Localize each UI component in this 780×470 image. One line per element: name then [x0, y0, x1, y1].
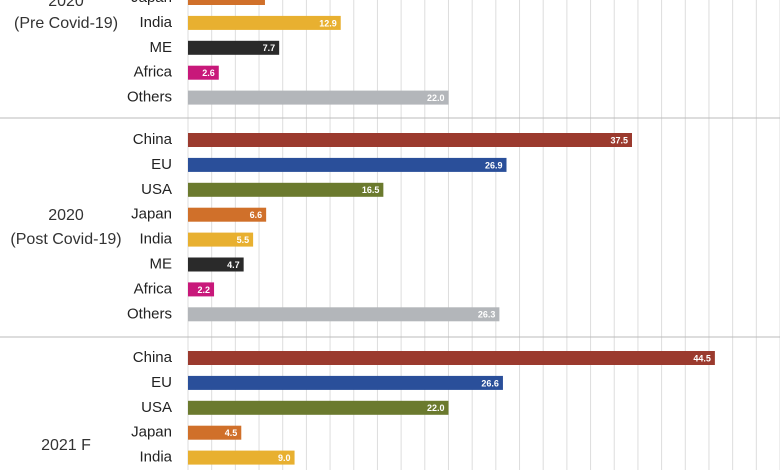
value-label: 4.5 [225, 428, 238, 438]
value-label: 26.6 [481, 378, 499, 388]
category-label: USA [141, 181, 172, 198]
value-label: 26.9 [485, 160, 503, 170]
category-label: ME [150, 39, 173, 56]
value-label: 12.9 [319, 18, 337, 28]
bar [188, 375, 503, 390]
value-label: 44.5 [693, 353, 711, 363]
bar [188, 282, 215, 297]
bar [188, 40, 280, 55]
group-label: 2020 [48, 0, 84, 10]
bar [188, 232, 254, 247]
category-label: Japan [131, 0, 172, 6]
bar [188, 450, 295, 465]
value-label: 4.7 [227, 260, 240, 270]
bar [188, 400, 449, 415]
category-label: Japan [131, 206, 172, 223]
category-label: Others [127, 89, 172, 106]
category-label: Others [127, 305, 172, 322]
plot: 2020 (Pre Covid-19) Japan India 12.9 ME 7.7 Afr… [10, 0, 715, 466]
group-label: 2020 [48, 207, 84, 224]
grid [187, 0, 780, 470]
value-label: 16.5 [362, 185, 380, 195]
value-label: 7.7 [263, 43, 276, 53]
bar [188, 207, 267, 222]
bar [188, 0, 265, 5]
category-label: Africa [134, 280, 173, 297]
value-label: 37.5 [610, 135, 628, 145]
value-label: 5.5 [237, 235, 250, 245]
value-label: 6.6 [250, 210, 263, 220]
bar [188, 257, 244, 272]
category-label: India [139, 14, 172, 31]
value-label: 2.2 [198, 285, 211, 295]
value-label: 2.6 [202, 68, 215, 78]
category-label: Japan [131, 424, 172, 441]
bar [188, 15, 341, 30]
category-label: China [133, 349, 173, 366]
category-label: EU [151, 374, 172, 391]
bar [188, 65, 219, 80]
group-label: 2021 F [41, 437, 91, 454]
value-label: 9.0 [278, 453, 291, 463]
bar [188, 157, 507, 172]
category-label: Africa [134, 64, 173, 81]
group-label: (Pre Covid-19) [14, 15, 118, 32]
bar [188, 351, 715, 365]
value-label: 22.0 [427, 93, 445, 103]
category-label: China [133, 131, 173, 148]
value-label: 22.0 [427, 403, 445, 413]
category-label: EU [151, 156, 172, 173]
bar [188, 133, 632, 147]
bar [188, 307, 500, 322]
value-label: 26.3 [478, 310, 496, 320]
bar [188, 425, 242, 440]
bar [188, 90, 449, 105]
category-label: ME [150, 255, 173, 272]
bar [188, 182, 384, 197]
category-label: USA [141, 399, 172, 416]
category-label: India [139, 449, 172, 466]
category-label: India [139, 231, 172, 248]
group-label: (Post Covid-19) [10, 231, 121, 248]
